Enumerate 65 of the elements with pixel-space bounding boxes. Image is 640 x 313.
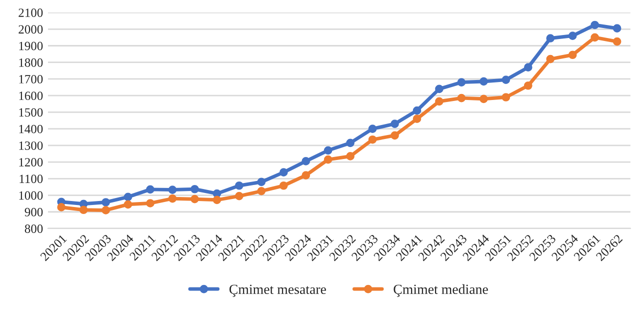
point: [190, 194, 199, 204]
point: [546, 54, 555, 64]
point: [390, 131, 399, 140]
point: [457, 94, 466, 102]
point: [390, 120, 399, 128]
point: [235, 192, 244, 200]
point: [190, 184, 199, 194]
point: [590, 33, 599, 42]
point: [212, 196, 222, 204]
point: [457, 78, 466, 86]
point: [480, 94, 488, 104]
point: [435, 97, 444, 106]
point: [502, 76, 510, 84]
point: [546, 34, 555, 42]
point: [346, 138, 354, 148]
point: [480, 77, 488, 86]
point: [257, 178, 266, 186]
point: [524, 81, 532, 90]
point: [412, 106, 422, 115]
point: [79, 206, 88, 214]
point: [502, 93, 510, 102]
point: [302, 157, 310, 166]
point: [102, 206, 110, 214]
y-tick-label: 900: [24, 208, 43, 216]
point: [168, 186, 177, 194]
point: [590, 20, 599, 30]
point: [146, 199, 154, 208]
point: [124, 192, 132, 202]
y-tick-label: 1600: [19, 92, 43, 100]
legend-label: Çmimet mesatare: [229, 284, 326, 297]
point: [435, 84, 444, 94]
point: [168, 194, 177, 203]
point: [368, 124, 377, 133]
y-tick-label: 1300: [19, 141, 43, 150]
y-tick-label: 1900: [19, 42, 43, 50]
point: [324, 146, 332, 155]
point: [124, 200, 132, 209]
y-tick-label: 2100: [18, 8, 43, 17]
y-tick-label: 800: [24, 224, 43, 233]
y-tick-label: 1100: [20, 174, 43, 184]
point: [279, 168, 288, 177]
y-tick-label: 1500: [19, 108, 43, 117]
point: [279, 181, 288, 190]
point: [346, 152, 354, 160]
y-tick-label: 2000: [18, 25, 43, 34]
point: [612, 24, 622, 32]
point: [57, 203, 66, 212]
point: [368, 135, 377, 144]
point: [302, 171, 310, 180]
point: [102, 198, 110, 206]
y-tick-label: 1700: [19, 74, 43, 84]
point: [412, 114, 422, 124]
point: [235, 181, 244, 190]
y-tick-label: 1000: [19, 191, 43, 200]
point: [568, 50, 577, 60]
y-tick-label: 1400: [19, 124, 43, 134]
y-tick-label: 1200: [19, 158, 43, 166]
point: [324, 155, 332, 164]
point: [146, 185, 154, 194]
y-tick-label: 1800: [19, 58, 43, 67]
point: [568, 32, 577, 40]
legend-label: Çmimet mediane: [394, 284, 488, 297]
point: [524, 63, 532, 72]
point: [257, 186, 266, 196]
point: [612, 37, 622, 46]
